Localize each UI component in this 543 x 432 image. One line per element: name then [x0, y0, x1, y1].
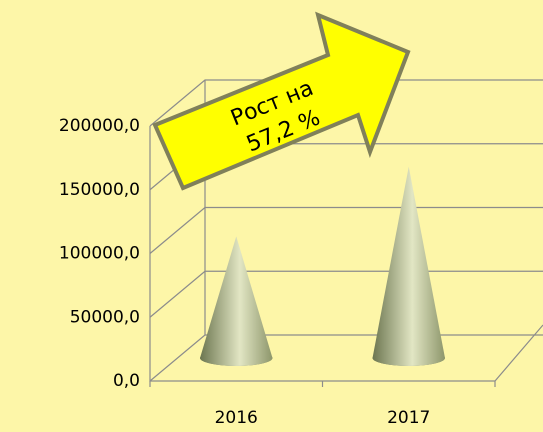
- y-tick-label: 200000,0: [59, 116, 140, 136]
- grid-line: [149, 206, 543, 254]
- x-tick-label: 2017: [387, 408, 430, 428]
- y-tick-label: 150000,0: [59, 180, 140, 200]
- cone-body: [200, 236, 273, 366]
- annotation-arrow: [152, 11, 411, 191]
- cone-body: [372, 166, 445, 366]
- y-tick-label: 100000,0: [59, 244, 140, 264]
- cone: [200, 236, 273, 366]
- x-tick-label: 2016: [215, 408, 258, 428]
- y-tick-label: 50000,0: [70, 307, 140, 327]
- grid-line: [149, 270, 543, 318]
- y-tick-label: 0,0: [113, 371, 140, 391]
- cone: [372, 166, 445, 366]
